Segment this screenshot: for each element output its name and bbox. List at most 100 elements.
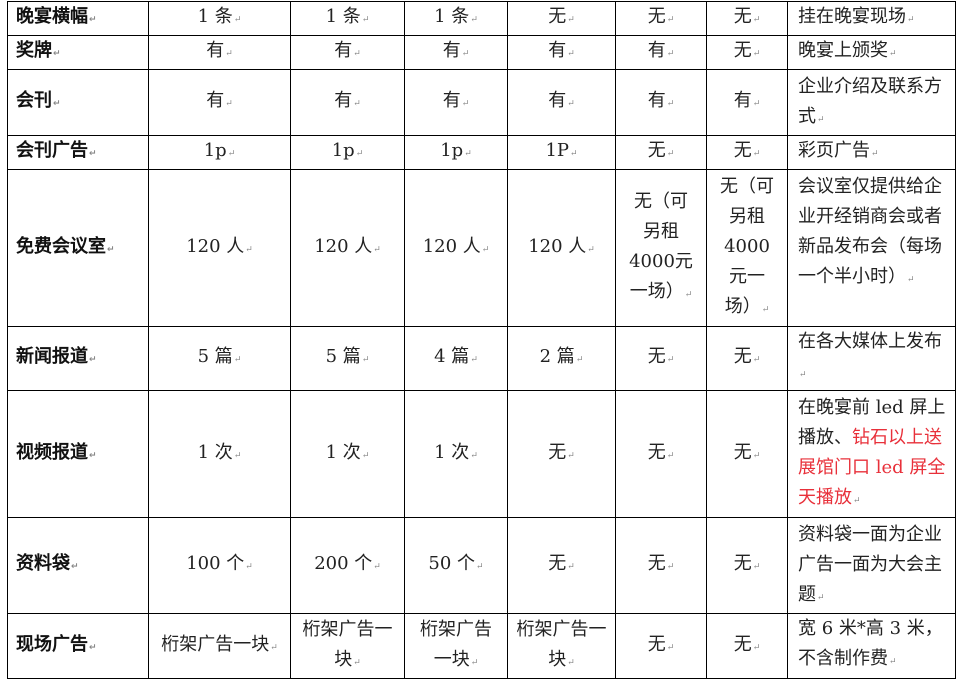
table-cell: 无: [507, 390, 616, 518]
cell-value: 200 个: [314, 553, 381, 574]
remark-text: 宽 6 米*高 3 米，不含制作费: [798, 618, 943, 669]
table-cell: 1 条: [148, 1, 291, 36]
row-label: 新闻报道: [16, 346, 97, 367]
table-cell: 无: [706, 35, 788, 70]
table-row: 会刊 有 有 有 有 有 有 企业介绍及联系方式: [7, 69, 956, 136]
cell-value: 1P: [545, 140, 577, 161]
cell-value: 1p: [332, 140, 364, 161]
cell-value: 有: [206, 40, 233, 61]
remark-text: 企业介绍及联系方式: [798, 76, 942, 127]
cell-value: 有: [548, 90, 575, 111]
cell-value: 1 条: [198, 6, 242, 27]
table-cell: 桁架广告一块: [290, 613, 405, 679]
table-cell: 1p: [404, 135, 508, 170]
cell-value: 1 条: [434, 6, 478, 27]
table-cell: 有: [148, 35, 291, 70]
sponsorship-benefits-table: 晚宴横幅1 条1 条1 条无无无挂在晚宴现场奖牌有有有有有无晚宴上颁奖会刊有有有…: [7, 1, 956, 679]
cell-value: 无: [648, 634, 675, 655]
remark-cell: 资料袋一面为企业广告一面为大会主题: [787, 517, 956, 614]
table-cell: 有: [404, 35, 508, 70]
table-cell: 无: [615, 517, 707, 614]
cell-value: 1 次: [326, 442, 370, 463]
table-cell: 120 人: [148, 169, 291, 327]
cell-value: 无: [734, 140, 761, 161]
table-row: 会刊广告 1p 1p 1p 1P 无 无 彩页广告: [7, 135, 956, 170]
remark-text: 在晚宴前 led 屏上播放、: [798, 397, 946, 448]
cell-value: 无: [548, 553, 575, 574]
table-cell: 有: [507, 69, 616, 136]
remark-cell: 会议室仅提供给企业开经销商会或者新品发布会（每场一个半小时）: [787, 169, 956, 327]
row-label: 免费会议室: [16, 236, 115, 257]
remark-text: 晚宴上颁奖: [798, 40, 897, 61]
table-cell: 1P: [507, 135, 616, 170]
table-row: 奖牌 有 有 有 有 有 无 晚宴上颁奖: [7, 35, 956, 70]
cell-value: 有: [206, 90, 233, 111]
table-row: 资料袋 100 个 200 个 50 个 无 无 无 资料袋一面为企业广告一面为大会主题: [7, 517, 956, 614]
cell-value: 有: [443, 40, 470, 61]
table-cell: 有: [615, 35, 707, 70]
cell-value: 无: [648, 346, 675, 367]
table-cell: 120 人: [290, 169, 405, 327]
table-cell: 无: [615, 135, 707, 170]
cell-value: 5 篇: [198, 346, 242, 367]
cell-value: 1 条: [326, 6, 370, 27]
table-cell: 无: [706, 1, 788, 36]
cell-value: 1p: [204, 140, 236, 161]
table-cell: 2 篇: [507, 326, 616, 391]
cell-value: 有: [648, 40, 675, 61]
table-cell: 桁架广告一块: [148, 613, 291, 679]
table-row: 现场广告桁架广告一块桁架广告一块桁架广告一块桁架广告一块无无宽 6 米*高 3 …: [7, 613, 956, 679]
cell-value: 桁架广告一块: [517, 619, 607, 670]
table-cell: 无（可另租4000元一场）: [615, 169, 707, 327]
cell-value: 120 人: [423, 236, 490, 257]
table-cell: 无: [615, 1, 707, 36]
cell-value: 无: [734, 553, 761, 574]
cell-value: 120 人: [186, 236, 253, 257]
table-cell: 有: [290, 69, 405, 136]
table-cell: 5 篇: [290, 326, 405, 391]
remark-cell: 宽 6 米*高 3 米，不含制作费: [787, 613, 956, 679]
remark-text: 资料袋一面为企业广告一面为大会主题: [798, 524, 942, 605]
cell-value: 120 人: [314, 236, 381, 257]
cell-value: 2 篇: [540, 346, 584, 367]
cell-value: 有: [334, 90, 361, 111]
cell-value: 1 次: [198, 442, 242, 463]
cell-value: 5 篇: [326, 346, 370, 367]
row-label: 晚宴横幅: [16, 6, 97, 27]
table-cell: 120 人: [507, 169, 616, 327]
row-label: 视频报道: [16, 442, 97, 463]
table-cell: 50 个: [404, 517, 508, 614]
cell-value: 无: [648, 553, 675, 574]
table-cell: 4 篇: [404, 326, 508, 391]
cell-value: 无（可另租4000元一场）: [629, 191, 693, 302]
table-cell: 1p: [148, 135, 291, 170]
cell-value: 无: [648, 140, 675, 161]
table-cell: 1 次: [148, 390, 291, 518]
cell-value: 桁架广告一块: [420, 619, 492, 670]
cell-value: 桁架广告一块: [161, 634, 278, 655]
table-cell: 1 条: [290, 1, 405, 36]
table-cell: 1p: [290, 135, 405, 170]
remark-cell: 挂在晚宴现场: [787, 1, 956, 36]
row-label: 奖牌: [16, 40, 61, 61]
cell-value: 有: [548, 40, 575, 61]
table-row: 新闻报道 5 篇 5 篇 4 篇 2 篇 无 无 在各大媒体上发布: [7, 326, 956, 391]
cell-value: 1 次: [434, 442, 478, 463]
cell-value: 桁架广告一块: [303, 619, 393, 670]
cell-value: 无: [648, 6, 675, 27]
row-label: 会刊: [16, 90, 61, 111]
cell-value: 无: [548, 6, 575, 27]
cell-value: 100 个: [186, 553, 253, 574]
table-cell: 桁架广告一块: [404, 613, 508, 679]
table-cell: 无: [706, 326, 788, 391]
row-label: 现场广告: [16, 634, 97, 655]
table-cell: 有: [615, 69, 707, 136]
table-cell: 无: [706, 390, 788, 518]
remark-text: 挂在晚宴现场: [798, 6, 915, 27]
table-cell: 无: [706, 135, 788, 170]
remark-cell: 企业介绍及联系方式: [787, 69, 956, 136]
cell-value: 无: [548, 442, 575, 463]
cell-value: 4 篇: [434, 346, 478, 367]
table-cell: 有: [290, 35, 405, 70]
cell-value: 120 人: [528, 236, 595, 257]
